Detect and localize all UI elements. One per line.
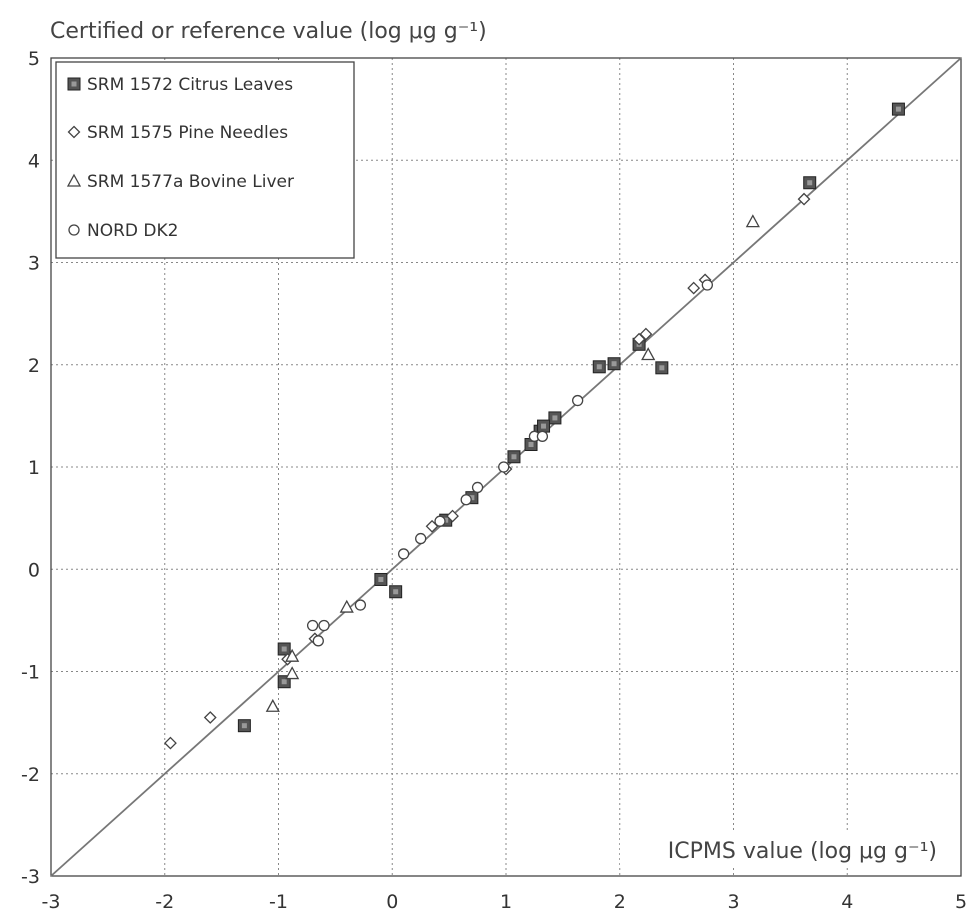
data-point-triangle <box>339 599 354 613</box>
y-tick-label: 1 <box>28 457 40 479</box>
y-tick-labels: -3 -2 -1 0 1 2 3 4 5 <box>21 48 40 888</box>
x-tick-label: -2 <box>155 891 174 913</box>
x-axis-title: ICPMS value (log μg g⁻¹) <box>668 839 937 864</box>
data-point-diamond <box>203 711 217 724</box>
data-point-diamond <box>446 509 459 523</box>
legend-entry: SRM 1572 Citrus Leaves <box>67 75 293 95</box>
data-point-diamond <box>797 192 811 206</box>
data-point-circle <box>498 461 510 473</box>
x-tick-label: 5 <box>955 891 967 913</box>
data-point-square <box>374 572 388 586</box>
legend-marker-diamond <box>67 125 81 139</box>
data-point-triangle <box>285 648 300 662</box>
x-tick-label: 1 <box>500 891 512 913</box>
data-point-diamond <box>639 327 653 341</box>
data-point-circle <box>415 532 427 545</box>
data-point-triangle <box>265 698 280 712</box>
data-point-square <box>592 360 606 374</box>
x-tick-label: 0 <box>386 891 398 913</box>
legend-entries: SRM 1572 Citrus Leaves SRM 1575 Pine Need… <box>66 75 294 241</box>
data-point-diamond <box>687 281 701 295</box>
legend: SRM 1572 Citrus Leaves SRM 1575 Pine Need… <box>55 61 355 259</box>
data-point-square <box>537 419 551 433</box>
legend-label: SRM 1575 Pine Needles <box>87 123 288 143</box>
y-tick-label: 2 <box>28 355 40 377</box>
data-point-circle <box>434 515 446 527</box>
data-point-square <box>891 102 905 116</box>
x-tick-label: -1 <box>269 891 288 913</box>
y-axis-title: Certified or reference value (log μg g⁻¹… <box>50 19 487 44</box>
legend-marker-triangle <box>66 173 82 187</box>
data-point-square <box>507 450 521 464</box>
data-point-circle <box>536 430 549 442</box>
y-tick-label: -3 <box>21 866 40 888</box>
plot-frame <box>50 57 962 877</box>
legend-entry: NORD DK2 <box>68 221 178 241</box>
data-points-layer <box>164 102 905 750</box>
x-tick-label: -3 <box>42 891 61 913</box>
data-point-circle <box>460 494 472 506</box>
x-axis-title-background <box>620 833 942 867</box>
y-tick-label: 3 <box>28 253 40 275</box>
data-point-square <box>655 361 669 375</box>
series-diamond <box>164 192 811 750</box>
y-tick-label: -1 <box>21 662 40 684</box>
legend-label: NORD DK2 <box>87 221 178 241</box>
series-triangle <box>265 214 760 712</box>
x-tick-labels: -3 -2 -1 0 1 2 3 4 5 <box>42 891 968 913</box>
x-tick-label: 3 <box>727 891 739 913</box>
data-point-square <box>548 411 562 425</box>
series-circle <box>306 279 713 647</box>
data-point-diamond <box>164 736 177 750</box>
data-point-circle <box>397 548 410 560</box>
data-point-circle <box>701 279 713 291</box>
data-point-square <box>237 719 251 733</box>
data-point-circle <box>354 599 367 611</box>
y-tick-label: 0 <box>28 559 40 581</box>
data-point-circle <box>306 619 319 632</box>
legend-entry: SRM 1575 Pine Needles <box>67 123 288 143</box>
x-tick-label: 4 <box>841 891 853 913</box>
legend-label: SRM 1572 Citrus Leaves <box>87 75 293 95</box>
legend-marker-square <box>67 77 81 91</box>
y-tick-label: -2 <box>21 764 40 786</box>
legend-entry: SRM 1577a Bovine Liver <box>66 172 294 192</box>
legend-marker-circle <box>68 224 80 236</box>
data-point-circle <box>312 635 324 647</box>
data-point-square <box>607 357 621 371</box>
x-tick-label: 2 <box>614 891 626 913</box>
data-point-triangle <box>641 347 656 361</box>
data-point-diamond <box>632 332 646 346</box>
legend-box <box>55 61 355 259</box>
data-point-circle <box>318 619 330 632</box>
data-point-triangle <box>745 214 760 228</box>
legend-label: SRM 1577a Bovine Liver <box>87 172 294 192</box>
data-point-circle <box>572 394 584 407</box>
data-point-triangle <box>285 666 300 680</box>
data-point-square <box>389 585 403 599</box>
data-point-square <box>803 176 817 190</box>
y-tick-label: 4 <box>28 150 40 172</box>
data-point-square <box>277 642 291 656</box>
y-tick-label: 5 <box>28 48 40 70</box>
data-point-circle <box>471 481 484 494</box>
